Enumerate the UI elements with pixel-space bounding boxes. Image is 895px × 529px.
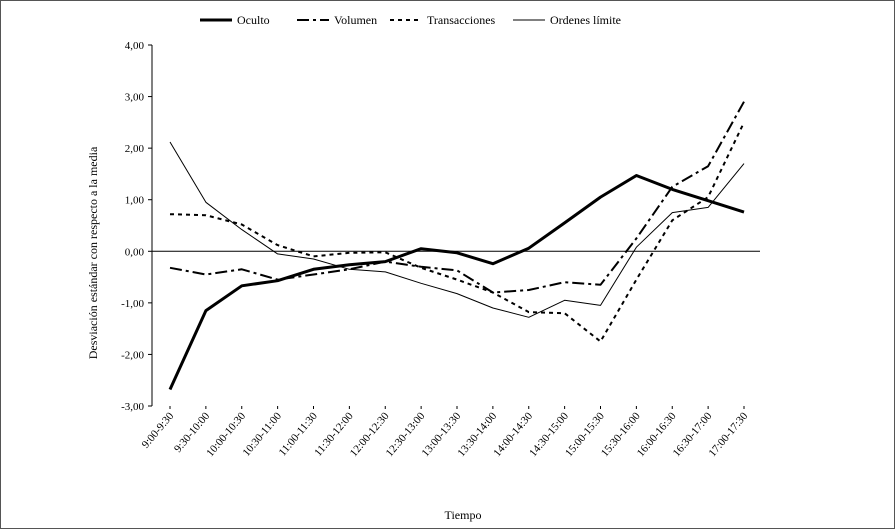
y-tick-label: 1,00 (125, 195, 145, 207)
legend-label-oculto: Oculto (237, 13, 270, 27)
y-tick-label: -2,00 (121, 349, 144, 361)
x-axis: 9:00-9:309:30-10:0010:00-10:3010:30-11:0… (140, 250, 760, 459)
y-tick-label: 4,00 (125, 40, 145, 52)
x-tick-label: 9:00-9:30 (140, 410, 177, 451)
y-tick-label: 2,00 (125, 143, 145, 155)
series-line-oculto (168, 174, 745, 391)
x-axis-title: Tiempo (445, 508, 482, 522)
y-tick-label: -3,00 (121, 401, 144, 413)
y-axis: 4,00 3,00 2,00 1,00 0,00 -1,00 -2,00 -3,00 (121, 40, 153, 413)
y-axis-title: Desviación estándar con respecto a la me… (86, 146, 100, 359)
series-line-ordenes-l-mite (169, 141, 745, 318)
legend-label-ordenes-l-mite: Ordenes límite (550, 13, 621, 27)
y-tick-label: -1,00 (121, 298, 144, 310)
legend-label-transacciones: Transacciones (427, 13, 496, 27)
series-group (168, 101, 745, 391)
legend-label-volumen: Volumen (334, 13, 377, 27)
series-line-transacciones (169, 121, 745, 343)
series-line-volumen (169, 101, 745, 294)
y-tick-label: 0,00 (125, 246, 145, 258)
legend: Oculto Volumen Transacciones Ordenes límite (200, 13, 621, 27)
y-tick-label: 3,00 (125, 92, 145, 104)
